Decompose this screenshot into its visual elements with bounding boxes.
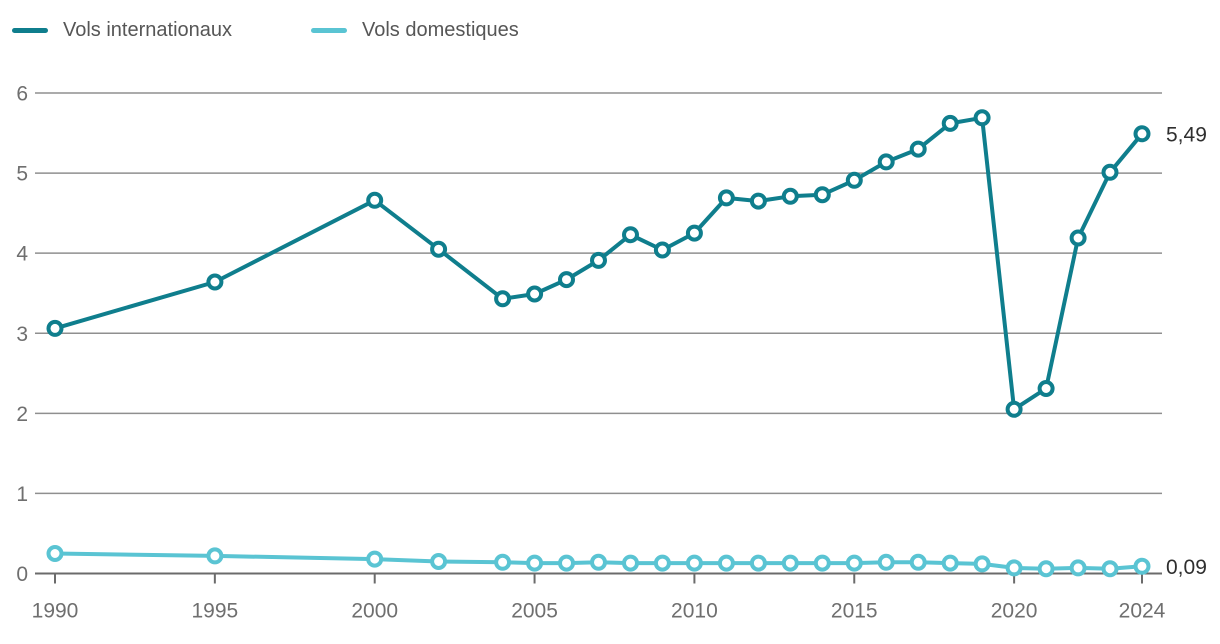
data-point-international-2017[interactable] <box>909 140 927 158</box>
data-point-international-2024[interactable] <box>1133 125 1151 143</box>
y-tick-label: 2 <box>16 403 28 426</box>
data-point-international-2011[interactable] <box>717 189 735 207</box>
data-point-domestic-2017[interactable] <box>909 553 927 571</box>
data-point-international-2015[interactable] <box>845 171 863 189</box>
data-point-international-2018[interactable] <box>941 114 959 132</box>
data-point-international-2016[interactable] <box>877 153 895 171</box>
data-point-international-2012[interactable] <box>749 192 767 210</box>
data-point-domestic-2011[interactable] <box>717 554 735 572</box>
legend-label-domestic: Vols domestiques <box>362 19 519 41</box>
data-point-domestic-2023[interactable] <box>1101 560 1119 578</box>
data-point-domestic-2007[interactable] <box>590 553 607 571</box>
legend-swatch-domestic-icon <box>311 27 347 33</box>
data-point-international-2005[interactable] <box>526 285 544 303</box>
x-tick-label: 2015 <box>831 600 878 623</box>
x-tick-label: 1990 <box>32 600 79 623</box>
data-point-domestic-2019[interactable] <box>973 555 991 573</box>
data-point-domestic-2009[interactable] <box>653 554 671 572</box>
data-point-international-2004[interactable] <box>494 290 512 308</box>
data-point-international-2008[interactable] <box>622 226 639 244</box>
y-tick-label: 5 <box>16 163 28 186</box>
data-point-international-2009[interactable] <box>653 241 671 259</box>
data-point-domestic-1995[interactable] <box>206 547 224 565</box>
data-point-domestic-2024[interactable] <box>1133 557 1151 575</box>
data-point-domestic-2010[interactable] <box>685 554 703 572</box>
end-value-label-international: 5,49 <box>1166 123 1207 146</box>
data-point-domestic-2000[interactable] <box>366 550 384 568</box>
data-point-domestic-2015[interactable] <box>845 554 863 572</box>
y-tick-label: 0 <box>16 563 28 586</box>
data-point-international-2021[interactable] <box>1037 380 1055 397</box>
x-tick-label: 1995 <box>191 600 238 623</box>
data-point-domestic-2022[interactable] <box>1069 559 1087 577</box>
data-point-international-2014[interactable] <box>813 186 831 204</box>
data-point-international-2013[interactable] <box>781 187 799 205</box>
data-point-international-2000[interactable] <box>366 191 384 209</box>
data-point-domestic-2014[interactable] <box>813 554 831 572</box>
y-tick-label: 1 <box>16 483 28 506</box>
data-point-international-1990[interactable] <box>46 319 64 337</box>
data-point-international-2022[interactable] <box>1069 229 1087 247</box>
data-point-domestic-2004[interactable] <box>494 553 512 571</box>
data-point-domestic-2008[interactable] <box>622 554 639 572</box>
y-tick-label: 4 <box>16 243 28 266</box>
data-point-domestic-1990[interactable] <box>46 545 64 562</box>
data-point-international-2007[interactable] <box>590 251 607 269</box>
x-tick-label: 2010 <box>671 600 718 623</box>
data-point-international-2010[interactable] <box>685 224 703 242</box>
data-point-international-2019[interactable] <box>973 109 991 127</box>
y-tick-label: 6 <box>16 83 28 106</box>
data-point-domestic-2021[interactable] <box>1037 560 1055 578</box>
x-tick-label: 2000 <box>351 600 398 623</box>
end-value-label-domestic: 0,09 <box>1166 556 1207 579</box>
data-point-domestic-2005[interactable] <box>526 554 544 572</box>
data-point-domestic-2016[interactable] <box>877 553 895 571</box>
data-point-domestic-2002[interactable] <box>430 553 448 570</box>
data-point-international-2023[interactable] <box>1101 163 1119 181</box>
y-tick-label: 3 <box>16 323 28 346</box>
x-tick-label: 2020 <box>991 600 1038 623</box>
x-tick-label: 2005 <box>511 600 558 623</box>
data-point-domestic-2006[interactable] <box>558 554 575 572</box>
data-point-international-2006[interactable] <box>558 271 575 289</box>
legend-item-vols-domestiques[interactable]: Vols domestiques <box>311 16 519 44</box>
chart-legend: Vols internationaux Vols domestiques <box>0 16 1220 44</box>
data-point-international-2020[interactable] <box>1005 400 1023 418</box>
data-point-domestic-2012[interactable] <box>749 554 767 572</box>
data-point-domestic-2013[interactable] <box>781 554 799 572</box>
data-point-international-2002[interactable] <box>430 240 448 258</box>
data-point-domestic-2020[interactable] <box>1005 559 1023 577</box>
legend-swatch-international-icon <box>12 27 48 33</box>
data-point-international-1995[interactable] <box>206 273 224 291</box>
x-tick-label: 2024 <box>1119 600 1166 623</box>
legend-item-vols-internationaux[interactable]: Vols internationaux <box>12 16 232 44</box>
legend-label-international: Vols internationaux <box>63 19 233 41</box>
data-point-domestic-2018[interactable] <box>941 554 959 572</box>
